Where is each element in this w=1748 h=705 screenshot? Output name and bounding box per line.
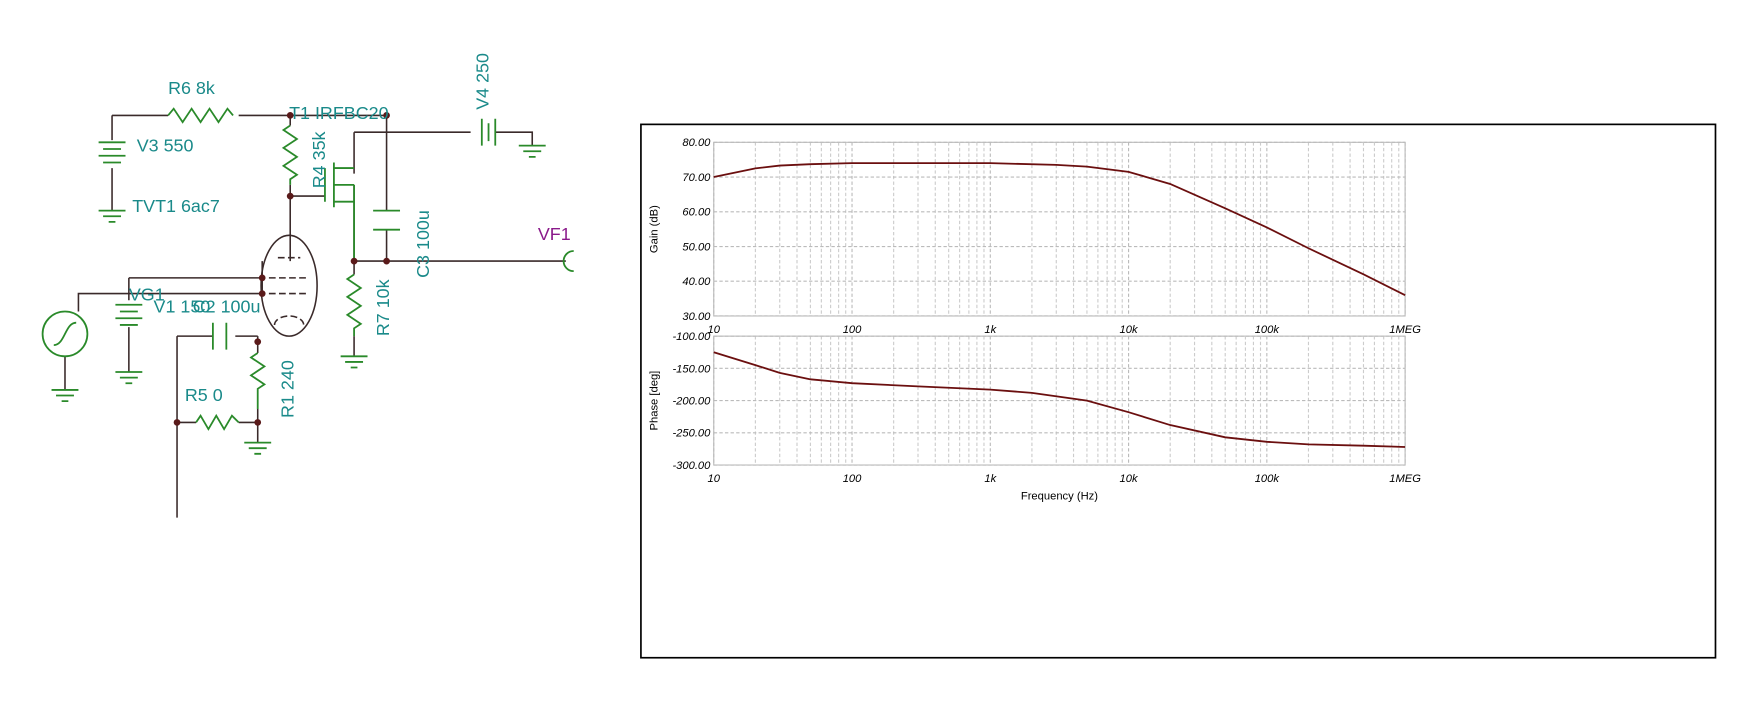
y-tick-label: 60.00	[682, 207, 711, 219]
node	[383, 112, 390, 119]
x-tick-label: 100	[843, 324, 862, 336]
x-tick-label: 1MEG	[1389, 473, 1421, 485]
label: R6 8k	[168, 78, 215, 98]
x-tick-label: 1k	[984, 324, 997, 336]
x-tick-label: 10	[708, 324, 721, 336]
node	[254, 419, 262, 426]
resistor	[195, 413, 240, 431]
y-tick-label: -250.00	[672, 428, 711, 440]
y-tick-label: 50.00	[682, 241, 711, 253]
battery	[480, 118, 546, 158]
y-axis-label: Gain (dB)	[649, 205, 661, 253]
x-tick-label: 1MEG	[1389, 324, 1421, 336]
label: V4 250	[473, 53, 493, 110]
tube-elements	[268, 256, 310, 326]
source	[41, 310, 89, 358]
label: C3 100u	[413, 210, 433, 278]
y-tick-label: -300.00	[672, 460, 711, 472]
y-tick-label: 80.00	[682, 137, 711, 149]
probe	[562, 250, 574, 273]
node	[254, 338, 262, 346]
y-tick-label: 70.00	[682, 172, 711, 184]
x-tick-label: 10k	[1120, 473, 1139, 485]
resistor	[340, 273, 368, 369]
y-tick-label: -200.00	[672, 396, 711, 408]
x-tick-label: 10k	[1120, 324, 1139, 336]
gain-line	[713, 162, 1406, 296]
y-tick-label: -150.00	[672, 363, 711, 375]
resistor	[281, 124, 299, 185]
label: V1 150	[154, 297, 211, 317]
label: VF1	[538, 224, 571, 244]
label: V3 550	[137, 135, 194, 155]
capacitor	[211, 322, 228, 350]
node	[383, 257, 390, 265]
battery	[98, 141, 126, 223]
schematic: R6 8k V3 550 TVT1 6ac7 T1 IRFBC20 R4 35k…	[41, 53, 574, 518]
label: R7 10k	[373, 279, 393, 336]
x-tick-label: 100	[843, 473, 862, 485]
label: T1 IRFBC20	[289, 103, 389, 123]
node	[173, 419, 181, 426]
node	[258, 274, 266, 282]
node	[286, 192, 294, 200]
label: R5 0	[185, 385, 223, 405]
x-tick-label: 10	[708, 473, 721, 485]
tube	[260, 234, 318, 337]
y-tick-label: 40.00	[682, 276, 711, 288]
label: R4 35k	[309, 131, 329, 188]
x-tick-label: 1k	[984, 473, 997, 485]
resistor	[244, 352, 272, 455]
node	[258, 290, 266, 297]
label: VG1	[129, 284, 165, 304]
x-axis-label: Frequency (Hz)	[1021, 491, 1098, 503]
x-tick-label: 100k	[1255, 473, 1281, 485]
label: R1 240	[278, 360, 298, 418]
y-tick-label: -100.00	[672, 331, 711, 343]
label: TVT1 6ac7	[132, 196, 220, 216]
battery	[115, 303, 143, 385]
x-tick-label: 100k	[1255, 324, 1281, 336]
plot-area	[713, 141, 1406, 317]
node	[286, 112, 294, 119]
resistor	[167, 107, 234, 124]
gain-line	[713, 351, 1406, 448]
mosfet	[324, 162, 355, 262]
label: C2 100u	[193, 297, 261, 317]
y-axis-label: Phase [deg]	[649, 371, 661, 431]
capacitor	[373, 209, 401, 231]
source-symbol	[51, 321, 79, 403]
y-tick-label: 30.00	[682, 311, 711, 323]
canvas: R6 8k V3 550 TVT1 6ac7 T1 IRFBC20 R4 35k…	[41, 53, 1717, 659]
node	[350, 257, 358, 265]
